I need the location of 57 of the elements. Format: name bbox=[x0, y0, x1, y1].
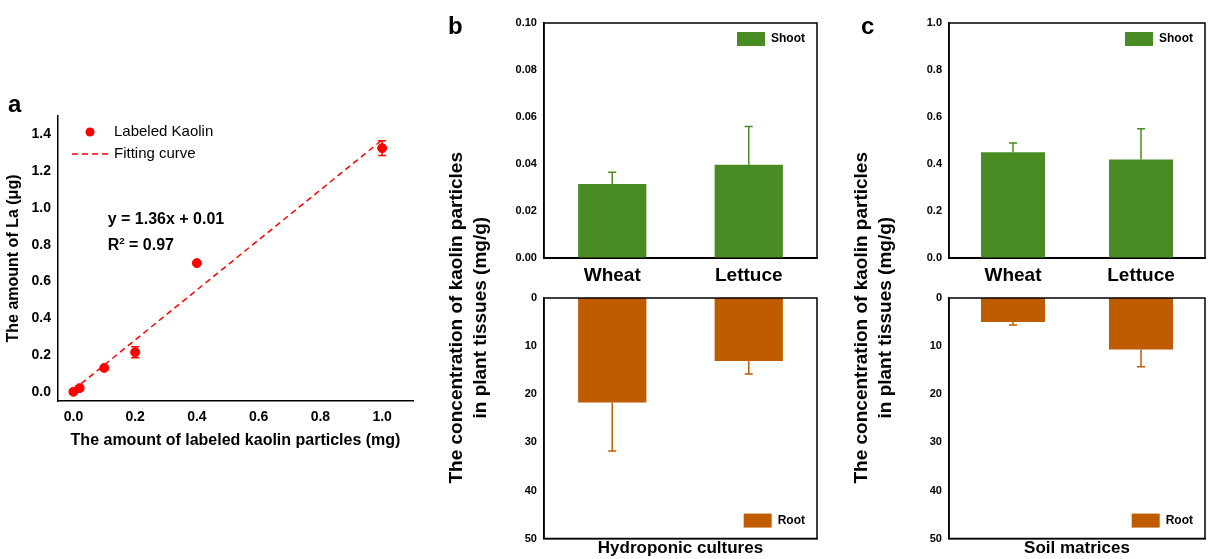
x-tick-label: Wheat bbox=[984, 263, 1043, 285]
y-tick-label: 40 bbox=[929, 483, 942, 496]
y-tick-label: 0 bbox=[530, 291, 537, 304]
chart-title: c bbox=[861, 12, 875, 39]
chart-title: b bbox=[448, 12, 463, 39]
y-tick-label: 0.2 bbox=[31, 345, 52, 362]
y-tick-label: 0.4 bbox=[31, 309, 52, 326]
y-tick-label: 0.06 bbox=[515, 110, 537, 123]
x-tick-label: 0.2 bbox=[125, 408, 146, 425]
legend-label: Fitting curve bbox=[114, 144, 196, 162]
y-tick-label: 0.8 bbox=[926, 63, 942, 76]
x-tick-label: Lettuce bbox=[1107, 263, 1175, 285]
y-tick-label: 0.10 bbox=[515, 16, 537, 29]
y-tick-label: 0.02 bbox=[515, 204, 537, 217]
x-tick-label: 0.0 bbox=[63, 408, 84, 425]
annotation: y = 1.36x + 0.01 bbox=[107, 210, 225, 228]
y-tick-label: 0.6 bbox=[926, 110, 942, 123]
x-axis-title: Hydroponic cultures bbox=[597, 538, 764, 558]
y-tick-label: 0.8 bbox=[31, 235, 52, 252]
y-tick-label: 0.0 bbox=[31, 382, 52, 399]
x-tick-label: 0.6 bbox=[248, 408, 269, 425]
x-tick-label: 1.0 bbox=[372, 408, 393, 425]
y-tick-label: 40 bbox=[524, 483, 537, 496]
x-axis-title: Soil matrices bbox=[1024, 538, 1130, 558]
chart-title: a bbox=[8, 90, 22, 117]
legend-label: Root bbox=[1165, 512, 1194, 527]
y-tick-label: 30 bbox=[524, 435, 537, 448]
y-axis-title: The concentration of kaolin particles in plant tissues (mg/g) bbox=[849, 152, 896, 484]
y-tick-label: 0.00 bbox=[515, 251, 537, 264]
y-tick-label: 0.2 bbox=[926, 204, 942, 217]
y-tick-label: 10 bbox=[524, 339, 537, 352]
legend-label: Shoot bbox=[1159, 31, 1194, 46]
y-tick-label: 1.0 bbox=[31, 198, 52, 215]
y-axis-title: The amount of La (μg) bbox=[4, 174, 22, 343]
y-tick-label: 30 bbox=[929, 435, 942, 448]
y-tick-label: 1.0 bbox=[926, 16, 942, 29]
y-tick-label: 0.0 bbox=[926, 251, 942, 264]
x-tick-label: 0.4 bbox=[187, 408, 207, 425]
y-tick-label: 0.04 bbox=[515, 157, 538, 170]
x-tick-label: Wheat bbox=[583, 263, 642, 285]
legend-label: Shoot bbox=[771, 31, 806, 46]
legend-label: Root bbox=[777, 512, 806, 527]
x-tick-label: Lettuce bbox=[714, 263, 783, 285]
y-tick-label: 50 bbox=[524, 531, 537, 544]
y-tick-label: 0.4 bbox=[926, 157, 943, 170]
y-tick-label: 0 bbox=[935, 291, 942, 304]
y-tick-label: 1.4 bbox=[31, 125, 52, 142]
y-tick-label: 10 bbox=[929, 339, 942, 352]
x-tick-label: 0.8 bbox=[310, 408, 331, 425]
y-tick-label: 1.2 bbox=[31, 162, 52, 179]
y-tick-label: 50 bbox=[929, 531, 942, 544]
legend-label: Labeled Kaolin bbox=[114, 122, 214, 140]
y-tick-label: 0.08 bbox=[515, 63, 537, 76]
y-tick-label: 20 bbox=[929, 387, 942, 400]
y-tick-label: 20 bbox=[524, 387, 537, 400]
y-axis-title: The concentration of kaolin particles in plant tissues (mg/g) bbox=[444, 152, 491, 484]
x-axis-title: The amount of labeled kaolin particles (mg) bbox=[70, 430, 401, 448]
